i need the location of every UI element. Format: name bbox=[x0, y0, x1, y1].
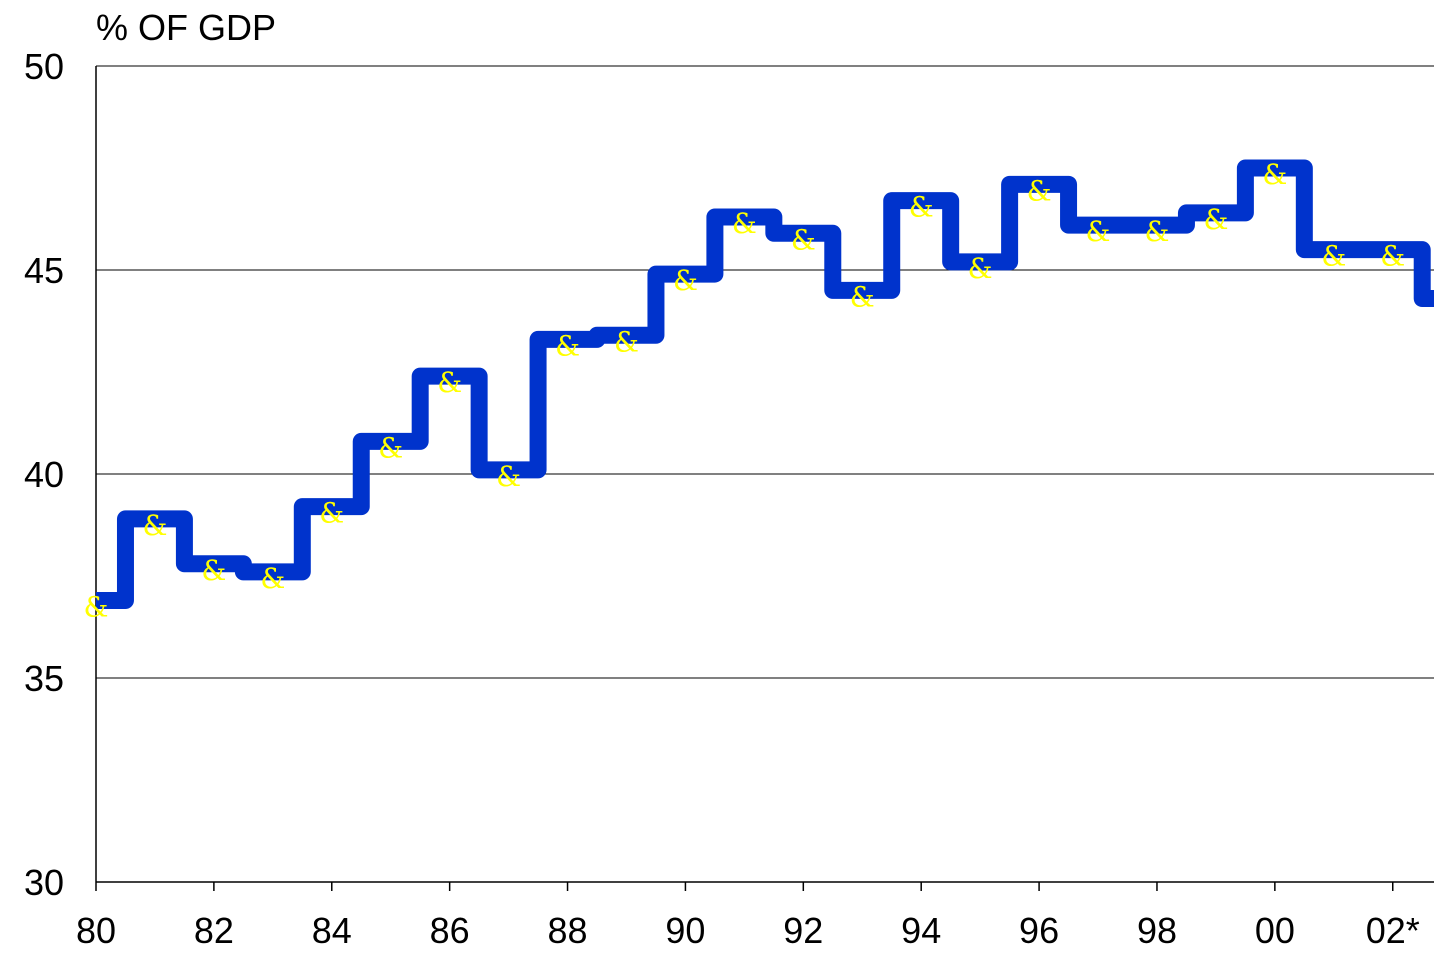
x-tick-label: 96 bbox=[1019, 910, 1059, 951]
y-axis-unit-label: % OF GDP bbox=[96, 7, 276, 48]
x-tick-label: 00 bbox=[1255, 910, 1295, 951]
y-tick-label: 30 bbox=[24, 862, 64, 903]
x-tick-label: 92 bbox=[783, 910, 823, 951]
tick-labels: 30 35 40 45 50 80 82 84 86 88 90 92 94 96 98 00 02* bbox=[24, 46, 1420, 951]
data-point-marker: & bbox=[1380, 240, 1405, 273]
axes bbox=[95, 66, 1434, 891]
data-point-marker: & bbox=[84, 590, 109, 623]
data-point-marker: & bbox=[201, 554, 226, 587]
data-point-marker: & bbox=[1086, 215, 1111, 248]
x-tick-label: 88 bbox=[548, 910, 588, 951]
x-tick-label: 02* bbox=[1366, 910, 1420, 951]
data-point-marker: & bbox=[791, 223, 816, 256]
data-point-marker: & bbox=[142, 509, 167, 542]
x-tick-label: 90 bbox=[665, 910, 705, 951]
y-tick-label: 40 bbox=[24, 454, 64, 495]
data-point-marker: & bbox=[378, 431, 403, 464]
x-tick-label: 84 bbox=[312, 910, 352, 951]
y-tick-label: 45 bbox=[24, 250, 64, 291]
data-point-marker: & bbox=[496, 460, 521, 493]
x-tick-label: 98 bbox=[1137, 910, 1177, 951]
gridlines bbox=[96, 65, 1434, 679]
series-step-line bbox=[96, 159, 1434, 609]
data-point-marker: & bbox=[850, 280, 875, 313]
data-point-marker: & bbox=[1321, 240, 1346, 273]
x-tick-label: 86 bbox=[430, 910, 470, 951]
data-point-marker: & bbox=[673, 264, 698, 297]
data-point-marker: & bbox=[1203, 203, 1228, 236]
y-tick-label: 50 bbox=[24, 46, 64, 87]
data-point-marker: & bbox=[437, 366, 462, 399]
x-tick-label: 80 bbox=[76, 910, 116, 951]
data-point-marker: & bbox=[260, 562, 285, 595]
y-tick-label: 35 bbox=[24, 658, 64, 699]
data-point-marker: & bbox=[1145, 215, 1170, 248]
data-point-marker: & bbox=[614, 325, 639, 358]
data-markers: &&& &&&&&& &&& &&&&&& & &&& & bbox=[84, 158, 1406, 623]
data-point-marker: & bbox=[555, 329, 580, 362]
x-tick-label: 94 bbox=[901, 910, 941, 951]
series-layer bbox=[96, 159, 1434, 609]
x-tick-label: 82 bbox=[194, 910, 234, 951]
data-point-marker: & bbox=[1027, 174, 1052, 207]
data-point-marker: & bbox=[1262, 158, 1287, 191]
data-point-marker: & bbox=[909, 191, 934, 224]
data-point-marker: & bbox=[732, 207, 757, 240]
data-point-marker: & bbox=[968, 252, 993, 285]
data-point-marker: & bbox=[319, 497, 344, 530]
